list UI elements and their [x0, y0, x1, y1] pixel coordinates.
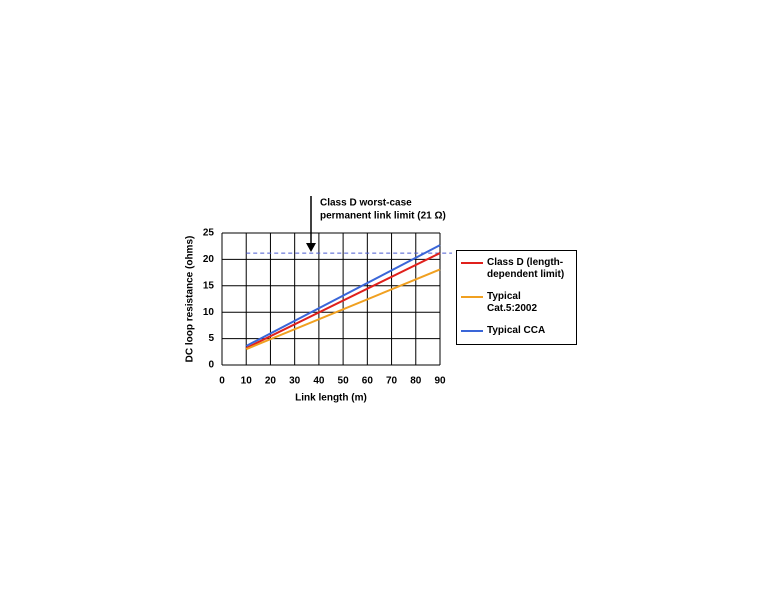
x-tick-label: 50	[338, 376, 350, 387]
legend-label: Typical CCA	[487, 325, 546, 336]
y-tick-label: 10	[203, 307, 215, 318]
legend-label: Class D (length-dependent limit)	[487, 257, 565, 280]
annotation: Class D worst-case	[320, 198, 412, 209]
legend-label: Typical Cat.5:2002	[487, 291, 538, 314]
legend-item: Typical Cat.5:2002	[461, 291, 572, 315]
y-tick-label: 15	[203, 280, 215, 291]
legend-item: Class D (length-dependent limit)	[461, 257, 572, 281]
legend-swatch	[461, 330, 483, 332]
legend-swatch	[461, 262, 483, 264]
legend-swatch	[461, 296, 483, 298]
legend: Class D (length-dependent limit) Typical …	[456, 250, 577, 345]
x-axis-label: Link length (m)	[295, 393, 367, 404]
y-tick-label: 25	[203, 228, 215, 239]
x-tick-label: 70	[386, 376, 398, 387]
x-tick-label: 40	[313, 376, 325, 387]
series-line	[245, 244, 441, 347]
x-tick-label: 30	[289, 376, 301, 387]
x-tick-label: 10	[241, 376, 253, 387]
x-tick-label: 0	[219, 376, 225, 387]
y-axis-label: DC loop resistance (ohms)	[185, 236, 196, 363]
y-tick-label: 5	[208, 333, 214, 344]
arrow-head	[306, 243, 316, 252]
series-line	[245, 268, 441, 351]
y-tick-label: 0	[208, 360, 214, 371]
y-tick-label: 20	[203, 254, 215, 265]
legend-item: Typical CCA	[461, 325, 572, 337]
x-tick-label: 20	[265, 376, 277, 387]
series-line	[245, 252, 441, 350]
x-tick-label: 80	[410, 376, 422, 387]
annotation: permanent link limit (21 Ω)	[320, 211, 446, 222]
x-tick-label: 90	[434, 376, 446, 387]
x-tick-label: 60	[362, 376, 374, 387]
